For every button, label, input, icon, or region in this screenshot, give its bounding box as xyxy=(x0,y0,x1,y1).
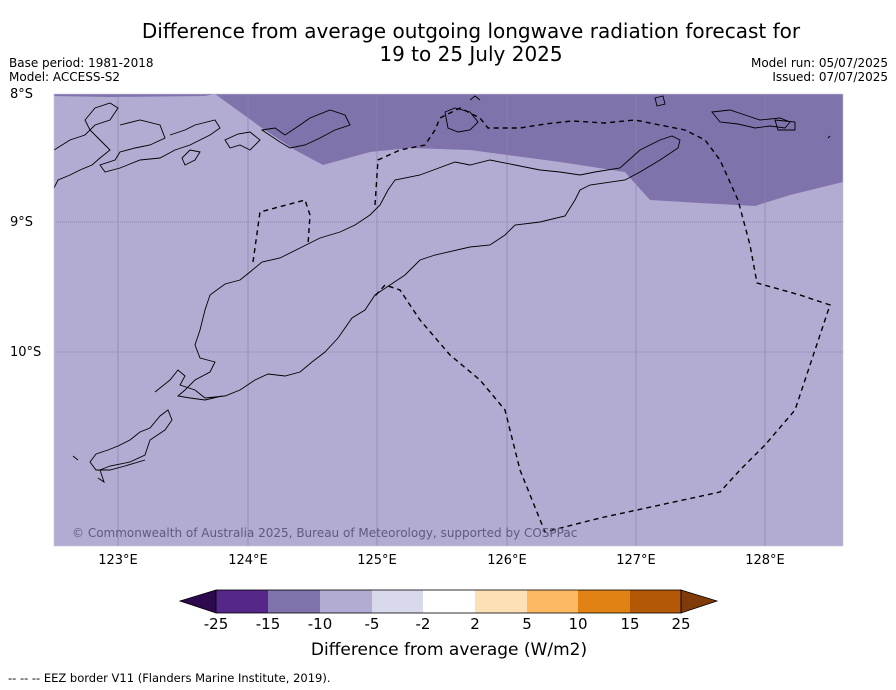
colorbar-tick: 5 xyxy=(522,615,532,633)
colorbar-bin xyxy=(475,590,527,613)
lat-label-8s: 8°S xyxy=(10,87,34,102)
colorbar-tick: 2 xyxy=(470,615,480,633)
title-line-1: Difference from average outgoing longwav… xyxy=(141,19,801,43)
copyright-notice: © Commonwealth of Australia 2025, Bureau… xyxy=(72,526,578,540)
meridians xyxy=(117,94,766,546)
meta-left: Base period: 1981-2018 Model: ACCESS-S2 xyxy=(9,56,154,84)
colorbar-tick: -5 xyxy=(364,615,380,633)
colorbar-tick: -25 xyxy=(203,615,229,633)
chart-title: Difference from average outgoing longwav… xyxy=(60,20,882,66)
colorbar-bin xyxy=(320,590,372,613)
colorbar-bin xyxy=(268,590,320,613)
lon-label-125e: 125°E xyxy=(357,553,397,568)
lon-label-127e: 127°E xyxy=(616,553,656,568)
lat-label-10s: 10°S xyxy=(10,345,42,360)
colorbar-bin xyxy=(527,590,578,613)
eez-border xyxy=(252,107,831,533)
model-name: Model: ACCESS-S2 xyxy=(9,70,121,84)
colorbar xyxy=(178,589,719,614)
colorbar-tick: 10 xyxy=(568,615,588,633)
colorbar-bin xyxy=(423,590,475,613)
colorbar-tick: -15 xyxy=(255,615,281,633)
colorbar-bin xyxy=(216,590,268,613)
colorbar-bin xyxy=(630,590,681,613)
colorbar-bin xyxy=(578,590,630,613)
northern-islands-coastline xyxy=(53,95,831,189)
colorbar-tick: -2 xyxy=(415,615,431,633)
meta-right: Model run: 05/07/2025 Issued: 07/07/2025 xyxy=(751,56,888,84)
colorbar-tick: 25 xyxy=(671,615,691,633)
colorbar-extend-high xyxy=(680,589,719,614)
dark-anomaly-strip xyxy=(54,94,215,97)
timor-coastline xyxy=(72,135,681,484)
model-run: Model run: 05/07/2025 xyxy=(750,56,888,70)
colorbar-bin xyxy=(372,590,423,613)
colorbar-tick: 15 xyxy=(620,615,640,633)
dark-anomaly-region xyxy=(215,94,843,206)
lon-label-124e: 124°E xyxy=(228,553,268,568)
colorbar-tick: -10 xyxy=(307,615,333,633)
issued-date: Issued: 07/07/2025 xyxy=(772,70,888,84)
lon-label-128e: 128°E xyxy=(745,553,785,568)
map-frame xyxy=(53,93,844,547)
title-line-2: 19 to 25 July 2025 xyxy=(379,42,563,66)
colorbar-title: Difference from average (W/m2) xyxy=(310,640,588,660)
base-period: Base period: 1981-2018 xyxy=(9,56,154,70)
colorbar-extend-low xyxy=(178,589,217,614)
lon-label-123e: 123°E xyxy=(98,553,138,568)
lon-label-126e: 126°E xyxy=(487,553,527,568)
lat-label-9s: 9°S xyxy=(10,215,34,230)
eez-footnote: -- -- -- EEZ border V11 (Flanders Marine… xyxy=(8,671,331,685)
gridlines xyxy=(54,221,843,353)
